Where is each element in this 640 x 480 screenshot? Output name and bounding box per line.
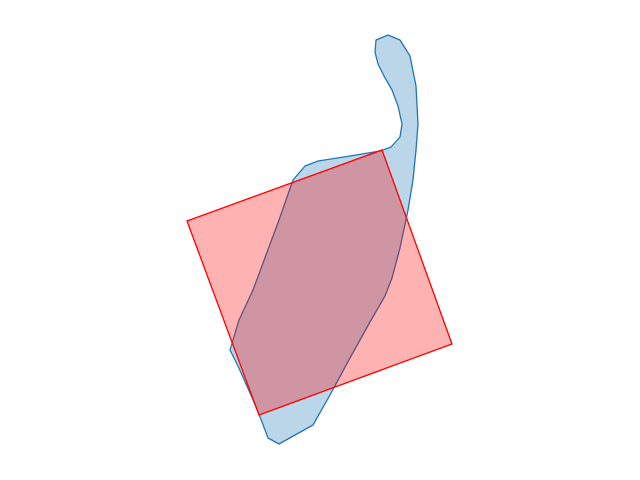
blue-outline-polygon (229, 34, 419, 445)
red-rotated-rectangle (186, 149, 453, 416)
